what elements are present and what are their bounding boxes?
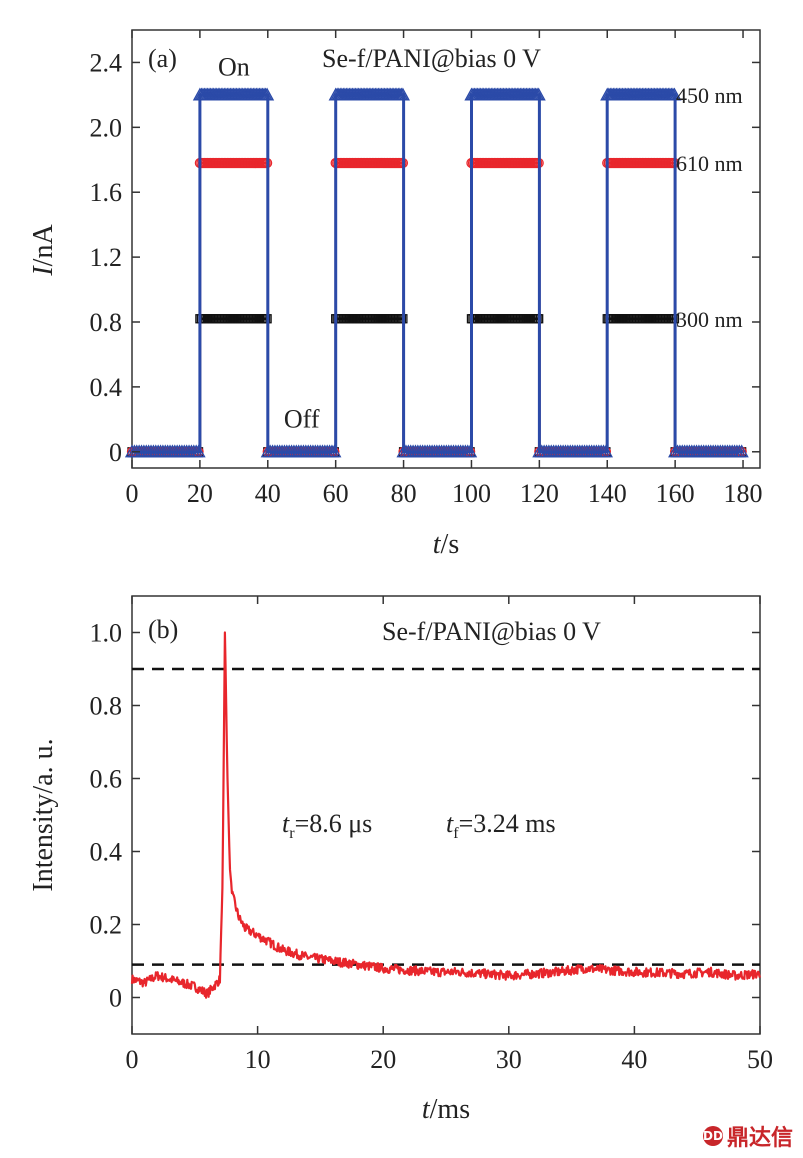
rise-time-value: =8.6 μs xyxy=(295,809,373,838)
panel-b-x-tick-label: 40 xyxy=(621,1045,647,1074)
panel-a-x-tick-label: 0 xyxy=(126,479,139,508)
panel-a-x-tick-label: 140 xyxy=(588,479,627,508)
fall-time-symbol: t xyxy=(446,809,454,838)
panel-a-plot-area: 300 nm 610 nm 450 nm On Off xyxy=(124,52,749,458)
marker-450nm xyxy=(395,87,410,101)
panel-a-frame xyxy=(131,29,761,469)
panel-b-chart: 0 10 20 30 40 50 0 0.2 0.4 0.6 0.8 1.0 (b) Se-f/PA… xyxy=(28,595,773,1125)
panel-a-y-axis-title: I/nA xyxy=(28,224,59,277)
panel-b-y-tick-label: 0.6 xyxy=(90,765,123,794)
panel-b-frame xyxy=(131,595,761,1035)
panel-a-y-tick-label: 2.4 xyxy=(90,48,123,77)
fall-time-sub: f xyxy=(453,825,459,842)
panel-b-y-axis-title: Intensity/a. u. xyxy=(28,738,59,891)
panel-b-x-tick-label: 10 xyxy=(245,1045,271,1074)
marker-450nm xyxy=(598,444,613,458)
rise-time-sub: r xyxy=(289,825,295,842)
panel-a-label: (a) xyxy=(148,44,177,73)
panel-a-y-tick-label: 0 xyxy=(109,438,122,467)
panel-b-label: (b) xyxy=(148,615,178,644)
panel-a-x-tick-label: 20 xyxy=(187,479,213,508)
panel-a-x-tick-label: 120 xyxy=(520,479,559,508)
panel-a-chart: 300 nm 610 nm 450 nm On Off 0 20 40 60 80 100 120 1… xyxy=(28,29,763,560)
marker-450nm xyxy=(191,444,206,458)
panel-a-y-axis-unit: /nA xyxy=(28,224,59,267)
fall-time-value: =3.24 ms xyxy=(459,809,556,838)
panel-a-y-axis-var: I xyxy=(28,265,59,277)
panel-a-x-axis-unit: /s xyxy=(441,529,460,560)
panel-a-y-tick-label: 2.0 xyxy=(90,113,123,142)
panel-b-title: Se-f/PANI@bias 0 V xyxy=(382,617,601,646)
marker-450nm xyxy=(734,444,749,458)
panel-b-y-tick-label: 0.8 xyxy=(90,692,123,721)
series-line-450-nm xyxy=(132,93,743,454)
panel-a-y-tick-label: 1.2 xyxy=(90,243,123,272)
panel-a-y-tick-label: 0.4 xyxy=(90,373,123,402)
rise-time-symbol: t xyxy=(282,809,290,838)
series-line-300-nm xyxy=(132,317,743,454)
watermark-text: 鼎达信 xyxy=(726,1126,793,1151)
panel-a-x-axis-var: t xyxy=(433,529,442,560)
panel-a-x-tick-label: 180 xyxy=(724,479,763,508)
series-label-450-nm: 450 nm xyxy=(676,83,743,108)
marker-450nm xyxy=(531,87,546,101)
panel-b-x-ticks: 0 10 20 30 40 50 xyxy=(126,596,773,1074)
panel-b-y-tick-label: 1.0 xyxy=(90,619,123,648)
marker-450nm xyxy=(463,444,478,458)
panel-b-x-tick-label: 20 xyxy=(370,1045,396,1074)
series-label-300-nm: 300 nm xyxy=(676,307,743,332)
panel-a-x-tick-label: 100 xyxy=(452,479,491,508)
panel-a-x-tick-label: 40 xyxy=(255,479,281,508)
panel-b-x-tick-label: 50 xyxy=(747,1045,773,1074)
panel-b-y-tick-label: 0 xyxy=(109,984,122,1013)
panel-b-x-tick-label: 0 xyxy=(126,1045,139,1074)
watermark-icon: DD xyxy=(702,1126,723,1146)
panel-b-y-ticks: 0 0.2 0.4 0.6 0.8 1.0 xyxy=(90,619,760,1013)
annotation-off: Off xyxy=(284,404,320,433)
annotation-on: On xyxy=(218,52,250,81)
panel-b-rise-time: tr=8.6 μs xyxy=(282,809,372,842)
marker-450nm xyxy=(667,87,682,101)
series-label-610-nm: 610 nm xyxy=(676,151,743,176)
panel-b-x-axis-unit: /ms xyxy=(430,1094,470,1125)
panel-a-y-tick-label: 1.6 xyxy=(90,178,123,207)
panel-a-y-tick-label: 0.8 xyxy=(90,308,123,337)
panel-b-fall-time: tf=3.24 ms xyxy=(446,809,556,842)
panel-b-x-axis-var: t xyxy=(422,1094,431,1125)
panel-b-plot-area xyxy=(130,631,762,999)
panel-a-y-ticks: 0 0.4 0.8 1.2 1.6 2.0 2.4 xyxy=(90,48,760,467)
watermark-logo: DD 鼎达信 xyxy=(702,1120,793,1152)
panel-a-x-axis-title: t/s xyxy=(433,529,459,560)
intensity-curve xyxy=(130,631,762,999)
panel-a-x-ticks: 0 20 40 60 80 100 120 140 160 180 xyxy=(126,30,763,508)
panel-b-y-tick-label: 0.4 xyxy=(90,838,123,867)
panel-a-title: Se-f/PANI@bias 0 V xyxy=(322,44,541,73)
panel-a-x-tick-label: 160 xyxy=(656,479,695,508)
series-line-610-nm xyxy=(132,161,743,454)
panel-b-x-axis-title: t/ms xyxy=(422,1094,470,1125)
panel-b-y-tick-label: 0.2 xyxy=(90,911,123,940)
marker-450nm xyxy=(327,444,342,458)
panel-b-x-tick-label: 30 xyxy=(496,1045,522,1074)
panel-a-x-tick-label: 80 xyxy=(391,479,417,508)
panel-a-x-tick-label: 60 xyxy=(323,479,349,508)
marker-450nm xyxy=(260,87,275,101)
